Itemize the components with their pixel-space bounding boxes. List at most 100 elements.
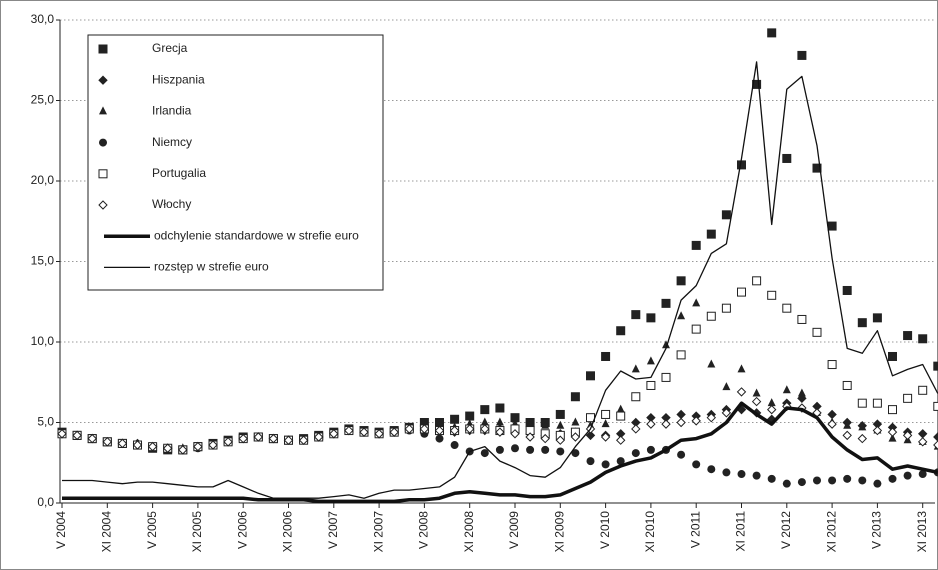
- marker: [872, 425, 883, 436]
- marker: [465, 411, 475, 421]
- marker: [586, 371, 595, 381]
- marker: [812, 163, 822, 173]
- marker: [480, 405, 490, 415]
- legend-label: Portugalia: [152, 166, 206, 180]
- marker: [57, 429, 67, 439]
- marker: [843, 474, 852, 483]
- marker: [72, 430, 82, 441]
- marker: [827, 360, 837, 370]
- marker: [873, 479, 882, 488]
- marker: [631, 449, 640, 458]
- marker: [827, 419, 837, 429]
- marker: [434, 425, 445, 436]
- legend-label: rozstęp w strefie euro: [154, 260, 269, 274]
- x-tick-label: XI 2004: [99, 511, 113, 553]
- x-tick-label: V 2007: [326, 511, 340, 549]
- marker: [872, 313, 882, 323]
- marker: [903, 331, 913, 341]
- marker: [843, 420, 852, 429]
- marker: [511, 444, 519, 453]
- marker: [661, 419, 671, 429]
- marker: [283, 435, 294, 445]
- marker: [313, 432, 324, 442]
- marker: [98, 169, 108, 179]
- marker: [752, 388, 761, 397]
- marker: [721, 408, 732, 418]
- marker: [707, 465, 716, 474]
- marker: [888, 351, 897, 361]
- marker: [631, 364, 640, 373]
- marker: [857, 318, 867, 328]
- marker: [722, 382, 731, 391]
- x-tick-label: V 2010: [598, 511, 612, 549]
- legend-box: [87, 34, 384, 291]
- x-tick-label: V 2004: [54, 511, 68, 549]
- marker: [117, 438, 128, 449]
- y-tick-label: 5,0: [37, 415, 54, 429]
- marker: [193, 441, 203, 452]
- marker: [616, 326, 626, 336]
- legend-label: odchylenie standardowe w strefie euro: [154, 228, 359, 242]
- marker: [706, 412, 717, 423]
- x-tick-label: XI 2008: [462, 511, 476, 553]
- marker: [692, 298, 701, 307]
- marker: [541, 445, 550, 454]
- x-tick-label: XI 2009: [552, 511, 566, 553]
- marker: [918, 470, 927, 479]
- marker: [782, 303, 792, 313]
- series-line: [62, 401, 938, 504]
- marker: [646, 313, 656, 323]
- marker: [87, 433, 97, 444]
- x-tick-label: XI 2013: [915, 511, 929, 553]
- marker: [766, 404, 777, 415]
- x-tick-label: V 2011: [688, 511, 702, 548]
- marker: [872, 398, 882, 408]
- marker: [450, 441, 459, 450]
- marker: [888, 405, 897, 415]
- marker: [147, 441, 158, 452]
- marker: [99, 106, 107, 115]
- marker: [676, 276, 686, 286]
- marker: [903, 393, 913, 403]
- marker: [631, 310, 641, 320]
- marker: [449, 425, 460, 436]
- marker: [495, 427, 505, 437]
- marker: [344, 425, 354, 436]
- marker: [374, 429, 384, 439]
- legend-label: Hiszpania: [152, 72, 205, 86]
- marker: [570, 432, 581, 442]
- marker: [646, 380, 656, 390]
- marker: [858, 422, 867, 431]
- y-tick-label: 15,0: [31, 254, 55, 268]
- marker: [903, 471, 912, 480]
- marker: [797, 478, 806, 487]
- marker: [555, 435, 566, 445]
- marker: [540, 433, 550, 444]
- marker: [767, 290, 777, 300]
- marker: [525, 432, 535, 442]
- marker: [631, 424, 641, 434]
- marker: [99, 138, 107, 147]
- marker: [767, 398, 776, 407]
- marker: [933, 401, 938, 411]
- marker: [601, 351, 611, 361]
- y-tick-label: 10,0: [31, 334, 55, 348]
- marker: [495, 403, 505, 413]
- marker: [933, 361, 938, 371]
- marker: [435, 434, 444, 443]
- marker: [389, 427, 399, 437]
- legend-label: Niemcy: [152, 135, 192, 149]
- marker: [887, 427, 898, 437]
- marker: [419, 424, 430, 434]
- marker: [556, 420, 565, 429]
- marker: [737, 470, 746, 479]
- marker: [797, 50, 807, 60]
- marker: [601, 460, 610, 469]
- x-tick-label: XI 2012: [824, 511, 838, 553]
- marker: [692, 460, 701, 469]
- marker: [722, 468, 731, 477]
- marker: [132, 440, 143, 450]
- marker: [98, 75, 108, 85]
- marker: [631, 392, 641, 402]
